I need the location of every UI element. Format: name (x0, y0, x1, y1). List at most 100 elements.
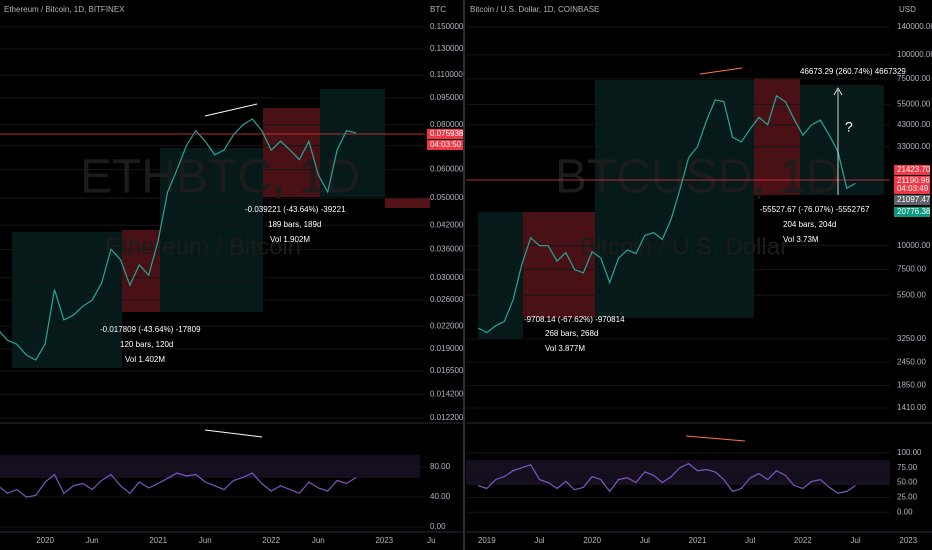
price-label-bg (894, 207, 930, 217)
price-label: 21097.47 (897, 195, 931, 204)
x-tick-label: 2023 (899, 536, 917, 545)
x-tick-label: 2020 (583, 536, 601, 545)
rsi-band (466, 460, 890, 485)
price-label: 04:03:49 (897, 184, 929, 193)
y-tick-label: 0.014200 (430, 390, 464, 399)
short-box (263, 108, 320, 197)
price-label: 21423.70 (897, 165, 931, 174)
axis-unit: BTC (430, 5, 446, 14)
long-box (478, 212, 523, 338)
trend-line (204, 429, 263, 438)
y-tick-label: 0.050000 (430, 193, 464, 202)
x-tick-label: 2020 (36, 536, 54, 545)
y-tick-label: 0.150000 (430, 22, 464, 31)
arrow-head (833, 87, 843, 96)
y-tick-label: 10000.00 (897, 241, 931, 250)
trend-line (204, 103, 258, 117)
y-tick-label: 43000.00 (897, 120, 931, 129)
x-tick-label: 2022 (794, 536, 812, 545)
rsi-line (0, 472, 357, 498)
chart-title: Ethereum / Bitcoin, 1D, BITFINEX (4, 5, 125, 14)
long-box (595, 80, 754, 318)
y-tick-label: 140000.00 (897, 22, 932, 31)
x-tick-label: Jun (312, 536, 325, 545)
price-label-bg (894, 165, 930, 175)
price-label-bg (894, 184, 930, 194)
y-tick-label: 7500.00 (897, 265, 926, 274)
rsi-line (477, 462, 856, 494)
axis-unit: USD (899, 5, 916, 14)
price-label: 21190.96 (897, 176, 930, 185)
y-tick-label: 0.060000 (430, 165, 464, 174)
y-tick-label: 75000.00 (897, 74, 931, 83)
watermark: BTCUSD, 1D (555, 151, 840, 204)
price-label: 20776.38 (897, 207, 931, 216)
price-label-bg (894, 195, 930, 205)
y-tick-label: 0.012200 (430, 413, 464, 422)
y-tick-label: 0.019000 (430, 344, 464, 353)
watermark: ETHBTC, 1D (80, 151, 360, 204)
long-box (160, 148, 263, 312)
y-tick-label: 1850.00 (897, 381, 926, 390)
y-tick-label: 1410.00 (897, 403, 926, 412)
annotation: -0.017809 (-43.64%) -17809 (100, 325, 201, 334)
y-tick-label: 0.00 (430, 522, 446, 531)
short-box (754, 78, 800, 195)
annotation: -9708.14 (-67.62%) -970814 (524, 315, 625, 324)
annotation: Vol 1.902M (270, 235, 310, 244)
x-tick-label: 2021 (689, 536, 707, 545)
watermark: Ethereum / Bitcoin (105, 233, 301, 260)
y-tick-label: 0.022000 (430, 321, 464, 330)
y-tick-label: 50.00 (897, 478, 918, 487)
annotation: 204 bars, 204d (783, 220, 836, 229)
y-tick-label: 0.026000 (430, 295, 464, 304)
y-tick-label: 0.080000 (430, 120, 464, 129)
y-tick-label: 0.042000 (430, 220, 464, 229)
price-label-bg (427, 129, 463, 139)
short-box (122, 230, 160, 312)
x-tick-label: Jul (850, 536, 860, 545)
price-label-bg (427, 140, 463, 150)
y-tick-label: 0.030000 (430, 273, 464, 282)
watermark: Bitcoin / U.S. Dollar (580, 233, 788, 260)
annotation: 268 bars, 268d (545, 329, 598, 338)
x-tick-label: 2021 (149, 536, 167, 545)
x-tick-label: Jun (86, 536, 99, 545)
y-tick-label: 0.110000 (430, 70, 463, 79)
x-tick-label: Jul (640, 536, 650, 545)
short-box (385, 198, 430, 208)
y-tick-label: 0.036000 (430, 244, 464, 253)
y-tick-label: 25.00 (897, 492, 918, 501)
y-tick-label: 0.00 (897, 507, 913, 516)
annotation: -55527.67 (-76.07%) -5552767 (760, 205, 870, 214)
annotation: Vol 3.73M (783, 235, 819, 244)
x-tick-label: 2022 (262, 536, 280, 545)
annotation: 120 bars, 120d (120, 340, 173, 349)
x-tick-label: Jul (745, 536, 755, 545)
y-tick-label: 40.00 (430, 492, 451, 501)
x-tick-label: 2023 (375, 536, 393, 545)
y-tick-label: 80.00 (430, 462, 451, 471)
price-label: 04:03:50 (430, 140, 462, 149)
y-tick-label: 2450.00 (897, 357, 926, 366)
y-tick-label: 100.00 (897, 448, 922, 457)
short-box (523, 212, 595, 318)
price-label: 0.075938 (430, 129, 464, 138)
x-tick-label: Jun (199, 536, 212, 545)
price-line (0, 118, 357, 361)
x-tick-label: Ju (427, 536, 435, 545)
y-tick-label: 3250.00 (897, 334, 926, 343)
annotation: 46673.29 (260.74%) 4667329 (800, 67, 906, 76)
chart-title: Bitcoin / U.S. Dollar, 1D, COINBASE (470, 5, 599, 14)
y-tick-label: 5500.00 (897, 290, 926, 299)
chart-layer: Ethereum / Bitcoin, 1D, BITFINEX BTC ETHBT… (0, 5, 932, 545)
trend-line (685, 435, 746, 442)
y-tick-label: 100000.00 (897, 50, 932, 59)
position-boxes (0, 26, 890, 528)
x-tick-label: Jul (534, 536, 544, 545)
y-tick-label: 75.00 (897, 463, 918, 472)
y-tick-label: 0.016500 (430, 366, 464, 375)
